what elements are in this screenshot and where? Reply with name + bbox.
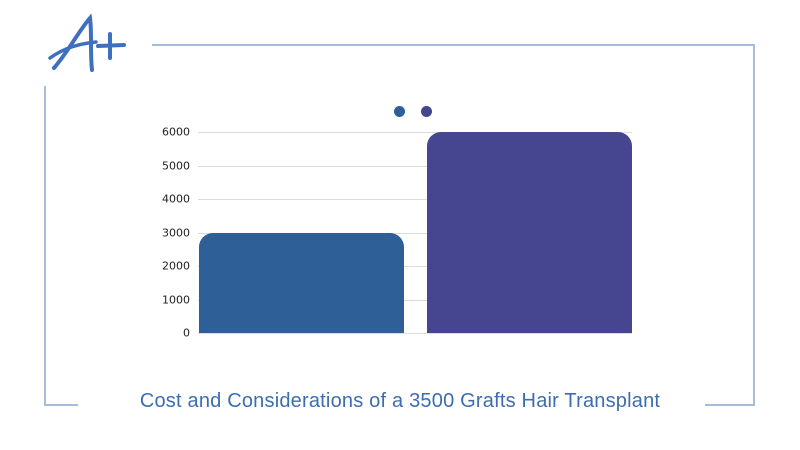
frame-bottom-left-line xyxy=(44,404,78,406)
page-title: Cost and Considerations of a 3500 Grafts… xyxy=(139,390,661,412)
gridline-6000 xyxy=(198,132,632,133)
bar-series-2 xyxy=(427,132,632,333)
gridline-4000 xyxy=(198,199,632,200)
frame-left-line xyxy=(44,86,46,406)
legend-dot-series-1 xyxy=(394,106,405,117)
a-plus-logo-icon xyxy=(48,13,126,72)
y-tick-label: 0 xyxy=(183,326,190,340)
bar-series-1 xyxy=(199,233,404,333)
legend-dot-series-2 xyxy=(421,106,432,117)
gridline-3000 xyxy=(198,233,632,234)
y-tick-label: 6000 xyxy=(162,125,190,139)
frame-bottom-right-line xyxy=(705,404,755,406)
y-tick-label: 3000 xyxy=(162,226,190,240)
gridline-0 xyxy=(198,333,632,334)
frame-right-line xyxy=(753,44,755,406)
frame-top-line xyxy=(152,44,755,46)
gridline-5000 xyxy=(198,166,632,167)
gridline-1000 xyxy=(198,300,632,301)
y-tick-label: 4000 xyxy=(162,192,190,206)
y-tick-label: 1000 xyxy=(162,293,190,307)
y-tick-label: 2000 xyxy=(162,259,190,273)
chart-legend xyxy=(394,106,432,117)
gridline-2000 xyxy=(198,266,632,267)
bar-chart: 6000 5000 4000 3000 2000 1000 0 xyxy=(150,124,650,344)
y-tick-label: 5000 xyxy=(162,159,190,173)
